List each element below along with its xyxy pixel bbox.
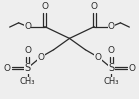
Text: O: O xyxy=(129,64,136,73)
Text: O: O xyxy=(24,22,31,31)
Text: O: O xyxy=(95,53,102,62)
Text: O: O xyxy=(108,22,115,31)
Text: O: O xyxy=(3,64,10,73)
Text: S: S xyxy=(108,63,115,73)
Text: O: O xyxy=(37,53,44,62)
Text: CH₃: CH₃ xyxy=(20,77,35,86)
Text: S: S xyxy=(24,63,31,73)
Text: O: O xyxy=(41,2,48,11)
Text: O: O xyxy=(108,46,115,55)
Text: CH₃: CH₃ xyxy=(104,77,119,86)
Text: O: O xyxy=(91,2,98,11)
Text: O: O xyxy=(24,46,31,55)
